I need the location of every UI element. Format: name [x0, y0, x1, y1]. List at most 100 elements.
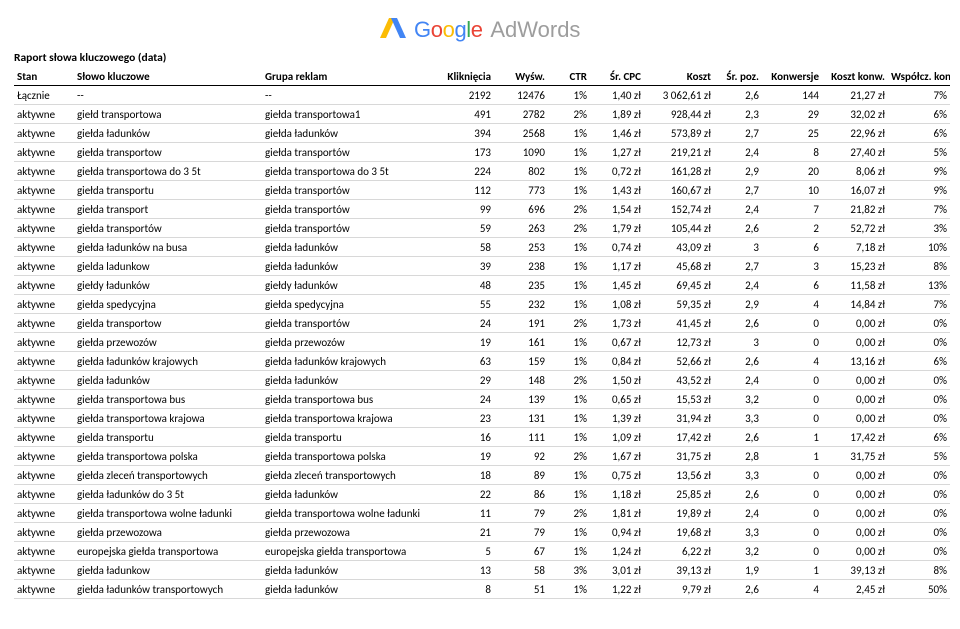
logo-adwords: AdWords — [490, 17, 580, 42]
cell-grupa: giełda transportów — [262, 143, 440, 162]
table-row: aktywnegiełda ładunkowgiełda ładunków135… — [14, 561, 950, 580]
cell-grupa: giełda ładunków — [262, 238, 440, 257]
cell-cpc: 1,50 zł — [590, 371, 644, 390]
table-row: aktywnegiełda transportowa wolne ładunki… — [14, 504, 950, 523]
cell-wsp: 0% — [888, 371, 950, 390]
cell-koszt: 15,53 zł — [644, 390, 714, 409]
col-stan: Stan — [14, 67, 74, 86]
cell-slowo: giełda przewozów — [74, 333, 262, 352]
cell-stan: aktywne — [14, 124, 74, 143]
cell-ctr: 2% — [548, 219, 590, 238]
cell-klik: 55 — [440, 295, 494, 314]
table-row: aktywnegiełda transportgiełda transportó… — [14, 200, 950, 219]
cell-poz: 3,3 — [714, 523, 762, 542]
cell-ctr: 1% — [548, 352, 590, 371]
cell-kkonw: 0,00 zł — [822, 504, 888, 523]
cell-stan: aktywne — [14, 466, 74, 485]
cell-kkonw: 0,00 zł — [822, 466, 888, 485]
cell-stan: aktywne — [14, 352, 74, 371]
table-row: aktywnegiełda ładunków krajowychgiełda ł… — [14, 352, 950, 371]
cell-slowo: giełda transportu — [74, 181, 262, 200]
cell-koszt: 59,35 zł — [644, 295, 714, 314]
cell-slowo: giełda ładunkow — [74, 561, 262, 580]
cell-poz: 2,7 — [714, 181, 762, 200]
cell-poz: 2,4 — [714, 143, 762, 162]
cell-klik: 16 — [440, 428, 494, 447]
cell-poz: 1,9 — [714, 561, 762, 580]
cell-wsp: 10% — [888, 238, 950, 257]
cell-klik: 24 — [440, 314, 494, 333]
table-row: aktywnegiełda zleceń transportowychgiełd… — [14, 466, 950, 485]
cell-ctr: 1% — [548, 580, 590, 599]
cell-kkonw: 27,40 zł — [822, 143, 888, 162]
cell-konw: 25 — [762, 124, 822, 143]
cell-kkonw: 15,23 zł — [822, 257, 888, 276]
col-ctr: CTR — [548, 67, 590, 86]
cell-cpc: 1,43 zł — [590, 181, 644, 200]
cell-cpc: 1,79 zł — [590, 219, 644, 238]
cell-ctr: 1% — [548, 390, 590, 409]
cell-ctr: 1% — [548, 542, 590, 561]
cell-wsp: 7% — [888, 200, 950, 219]
table-row: aktywnegielda ladunkowgiełda ładunków392… — [14, 257, 950, 276]
cell-poz: 2,9 — [714, 162, 762, 181]
cell-konw: 144 — [762, 86, 822, 105]
cell-kkonw: 0,00 zł — [822, 314, 888, 333]
cell-stan: aktywne — [14, 200, 74, 219]
table-row: aktywnegiełda ładunków transportowychgie… — [14, 580, 950, 599]
cell-konw: 0 — [762, 466, 822, 485]
cell-kkonw: 32,02 zł — [822, 105, 888, 124]
cell-konw: 2 — [762, 219, 822, 238]
cell-cpc: 1,22 zł — [590, 580, 644, 599]
cell-klik: 173 — [440, 143, 494, 162]
cell-slowo: gielda ładunków — [74, 371, 262, 390]
cell-wsp: 8% — [888, 257, 950, 276]
cell-poz: 3 — [714, 333, 762, 352]
cell-klik: 5 — [440, 542, 494, 561]
cell-ctr: 1% — [548, 333, 590, 352]
keyword-report-table: Stan Słowo kluczowe Grupa reklam Kliknię… — [14, 67, 950, 599]
cell-klik: 22 — [440, 485, 494, 504]
cell-poz: 2,4 — [714, 200, 762, 219]
cell-grupa: -- — [262, 86, 440, 105]
cell-wysw: 2782 — [494, 105, 548, 124]
cell-kkonw: 21,27 zł — [822, 86, 888, 105]
cell-slowo: giełda transportowa krajowa — [74, 409, 262, 428]
cell-grupa: europejska giełda transportowa — [262, 542, 440, 561]
cell-ctr: 1% — [548, 428, 590, 447]
cell-stan: aktywne — [14, 504, 74, 523]
cell-klik: 2192 — [440, 86, 494, 105]
cell-stan: aktywne — [14, 561, 74, 580]
cell-kkonw: 39,13 zł — [822, 561, 888, 580]
cell-konw: 1 — [762, 561, 822, 580]
cell-slowo: giełda spedycyjna — [74, 295, 262, 314]
cell-ctr: 2% — [548, 314, 590, 333]
cell-wsp: 9% — [888, 162, 950, 181]
cell-grupa: giełda transportów — [262, 181, 440, 200]
cell-wysw: 238 — [494, 257, 548, 276]
cell-wsp: 7% — [888, 295, 950, 314]
cell-grupa: giełda ładunków — [262, 485, 440, 504]
cell-cpc: 1,27 zł — [590, 143, 644, 162]
cell-konw: 7 — [762, 200, 822, 219]
cell-cpc: 1,54 zł — [590, 200, 644, 219]
cell-stan: aktywne — [14, 447, 74, 466]
col-wysw: Wyśw. — [494, 67, 548, 86]
cell-kkonw: 0,00 zł — [822, 523, 888, 542]
cell-klik: 19 — [440, 333, 494, 352]
cell-stan: aktywne — [14, 276, 74, 295]
cell-poz: 2,6 — [714, 219, 762, 238]
cell-wsp: 6% — [888, 352, 950, 371]
cell-cpc: 3,01 zł — [590, 561, 644, 580]
cell-wsp: 0% — [888, 523, 950, 542]
cell-grupa: giełda transportowa do 3 5t — [262, 162, 440, 181]
cell-wysw: 161 — [494, 333, 548, 352]
table-row: aktywnegielda transportugielda transport… — [14, 428, 950, 447]
cell-cpc: 0,84 zł — [590, 352, 644, 371]
cell-wysw: 696 — [494, 200, 548, 219]
cell-koszt: 19,68 zł — [644, 523, 714, 542]
cell-klik: 23 — [440, 409, 494, 428]
cell-wysw: 773 — [494, 181, 548, 200]
cell-wsp: 13% — [888, 276, 950, 295]
cell-slowo: giełda transportow — [74, 143, 262, 162]
